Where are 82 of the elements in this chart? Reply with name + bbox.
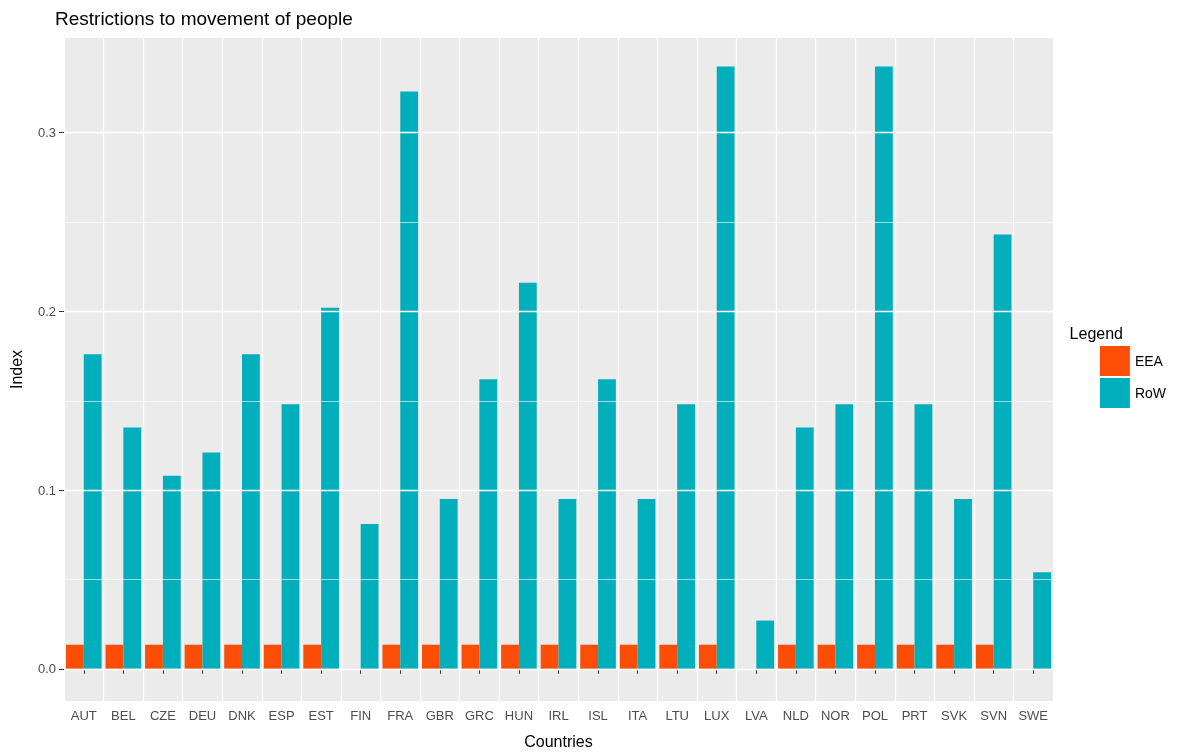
x-tick-label: ITA [627, 708, 648, 723]
bar [795, 427, 814, 669]
x-tick-label: DEU [188, 708, 217, 723]
y-tick-label: 0.2 [37, 303, 56, 319]
bar [936, 644, 955, 669]
bar [637, 499, 656, 669]
x-tick-label: LUX [704, 708, 730, 723]
bar [303, 644, 322, 669]
bar [857, 644, 875, 669]
bar [619, 644, 638, 669]
x-tick-label: ISL [588, 708, 608, 723]
x-tick-label: PRT [901, 708, 928, 723]
bar [105, 644, 124, 669]
bar [224, 644, 243, 669]
x-tick-label: SVN [980, 708, 1008, 723]
x-tick-label: EST [308, 708, 334, 723]
bar [123, 427, 142, 669]
bar [263, 644, 282, 669]
bar [518, 282, 537, 669]
y-tick-label: 0.0 [37, 661, 56, 677]
bar [400, 91, 419, 669]
chart-title: Restrictions to movement of people [55, 8, 353, 29]
x-tick-label: ESP [268, 708, 295, 723]
bar [145, 644, 163, 669]
bar [439, 499, 458, 669]
bar [874, 66, 893, 669]
bar [83, 354, 102, 669]
bar [479, 379, 498, 669]
x-tick-label: BEL [111, 708, 136, 723]
x-tick-label: NLD [782, 708, 809, 723]
legend-title: Legend [1069, 324, 1123, 342]
bar [558, 499, 577, 669]
legend-label: RoW [1134, 385, 1167, 401]
x-tick-label: GBR [425, 708, 454, 723]
x-tick-label: POL [861, 708, 888, 723]
bar [954, 499, 972, 669]
x-tick-label: IRL [548, 708, 569, 723]
bar [461, 644, 480, 669]
bar [281, 404, 300, 669]
legend-label: EEA [1134, 353, 1164, 369]
bar [501, 644, 519, 669]
bar [716, 66, 735, 669]
bar [321, 307, 339, 669]
bar [580, 644, 599, 669]
y-tick-label: 0.3 [37, 125, 56, 141]
x-tick-label: LVA [744, 708, 768, 723]
bar [65, 644, 84, 669]
bar [896, 644, 915, 669]
bar [540, 644, 559, 669]
x-tick-label: FRA [387, 708, 414, 723]
bar [382, 644, 401, 669]
bar [778, 644, 796, 669]
bar [993, 234, 1012, 669]
bar [242, 354, 260, 669]
bar [1033, 572, 1052, 669]
x-tick-label: HUN [504, 708, 534, 723]
bar [817, 644, 836, 669]
y-axis-title: Index [7, 349, 25, 390]
bar [975, 644, 994, 669]
x-tick-label: SVK [941, 708, 968, 723]
x-axis-title: Countries [524, 732, 593, 750]
x-tick-label: SWE [1018, 708, 1049, 723]
x-tick-label: DNK [228, 708, 257, 723]
bar [914, 404, 933, 669]
y-tick-label: 0.1 [37, 482, 56, 498]
bar [162, 475, 181, 669]
x-tick-label: FIN [350, 708, 372, 723]
bar [756, 620, 775, 669]
x-tick-label: CZE [149, 708, 177, 723]
bar [360, 524, 379, 669]
bar [698, 644, 717, 669]
bar [659, 644, 678, 669]
bar [835, 404, 854, 669]
bar [184, 644, 203, 669]
x-tick-label: LTU [665, 708, 689, 723]
x-tick-label: NOR [820, 708, 850, 723]
bar [202, 452, 221, 669]
bar [598, 379, 616, 669]
bar [677, 404, 695, 669]
x-tick-label: GRC [464, 708, 494, 723]
x-tick-label: AUT [70, 708, 97, 723]
bar [422, 644, 440, 669]
